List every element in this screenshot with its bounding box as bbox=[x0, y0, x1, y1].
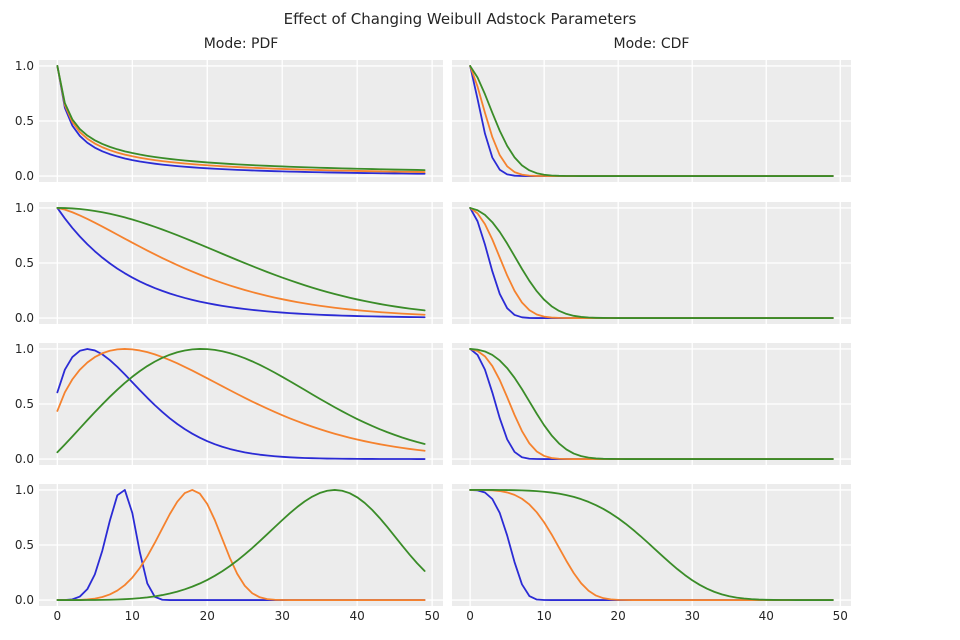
y-tick-label-row3: 0.5 bbox=[14, 397, 34, 411]
subplot-cdf-row2 bbox=[452, 202, 851, 324]
subplot-canvas-pdf-row4 bbox=[39, 484, 443, 606]
y-tick-label-row1: 1.0 bbox=[14, 58, 34, 73]
series-line-blue-pdf-row1 bbox=[56, 65, 426, 175]
y-tick-label-row1: 0.0 bbox=[14, 169, 34, 184]
x-tick-label-pdf: 40 bbox=[349, 609, 365, 623]
subplot-canvas-cdf-row3 bbox=[452, 343, 851, 465]
subplot-canvas-pdf-row3 bbox=[39, 343, 443, 465]
subplot-pdf-row3 bbox=[39, 343, 443, 465]
series-line-blue-pdf-row3 bbox=[56, 348, 426, 460]
series-line-blue-pdf-row2 bbox=[56, 207, 426, 319]
series-line-orange-pdf-row2 bbox=[56, 207, 426, 316]
subplot-column-title-cdf: Mode: CDF bbox=[613, 36, 690, 52]
series-line-orange-pdf-row4 bbox=[56, 489, 426, 601]
subplot-canvas-cdf-row2 bbox=[452, 202, 851, 324]
y-tick-label-row1: 0.5 bbox=[14, 114, 34, 128]
subplot-canvas-cdf-row1 bbox=[452, 60, 851, 182]
figure-title: Effect of Changing Weibull Adstock Param… bbox=[283, 10, 637, 28]
y-tick-label-row4: 0.0 bbox=[14, 593, 34, 608]
x-tick-label-pdf: 50 bbox=[424, 609, 440, 623]
subplot-canvas-pdf-row1 bbox=[39, 60, 443, 182]
series-line-green-cdf-row1 bbox=[469, 65, 834, 177]
subplot-canvas-pdf-row2 bbox=[39, 202, 443, 324]
y-tick-label-row3: 1.0 bbox=[14, 341, 34, 356]
subplot-pdf-row2 bbox=[39, 202, 443, 324]
subplot-canvas-cdf-row4 bbox=[452, 484, 851, 606]
series-line-green-pdf-row3 bbox=[56, 348, 426, 454]
x-tick-label-pdf: 20 bbox=[199, 609, 215, 623]
subplot-cdf-row3 bbox=[452, 343, 851, 465]
y-tick-label-row4: 1.0 bbox=[14, 482, 34, 497]
subplot-cdf-row4 bbox=[452, 484, 851, 606]
y-tick-label-row3: 0.0 bbox=[14, 452, 34, 467]
series-line-green-pdf-row1 bbox=[56, 65, 426, 171]
series-line-orange-pdf-row1 bbox=[56, 65, 426, 173]
series-line-green-pdf-row2 bbox=[56, 207, 426, 312]
x-tick-label-cdf: 0 bbox=[466, 609, 474, 623]
x-tick-label-pdf: 10 bbox=[124, 609, 140, 623]
subplot-pdf-row1 bbox=[39, 60, 443, 182]
x-tick-label-cdf: 50 bbox=[832, 609, 848, 623]
x-tick-label-pdf: 30 bbox=[274, 609, 290, 623]
series-line-green-cdf-row4 bbox=[469, 489, 834, 601]
subplot-cdf-row1 bbox=[452, 60, 851, 182]
series-line-green-pdf-row4 bbox=[56, 489, 426, 601]
subplot-column-title-pdf: Mode: PDF bbox=[203, 36, 279, 52]
x-tick-label-cdf: 10 bbox=[536, 609, 552, 623]
y-tick-label-row4: 0.5 bbox=[14, 538, 34, 552]
x-tick-label-pdf: 0 bbox=[53, 609, 62, 623]
x-tick-label-cdf: 20 bbox=[610, 609, 626, 623]
x-tick-label-cdf: 40 bbox=[758, 609, 774, 623]
y-tick-label-row2: 0.0 bbox=[14, 311, 34, 326]
series-line-green-cdf-row2 bbox=[469, 207, 834, 319]
subplot-pdf-row4 bbox=[39, 484, 443, 606]
series-line-orange-pdf-row3 bbox=[56, 348, 426, 452]
y-tick-label-row2: 1.0 bbox=[14, 200, 34, 215]
y-tick-label-row2: 0.5 bbox=[14, 256, 34, 270]
x-tick-label-cdf: 30 bbox=[684, 609, 700, 623]
series-line-green-cdf-row3 bbox=[469, 348, 834, 460]
